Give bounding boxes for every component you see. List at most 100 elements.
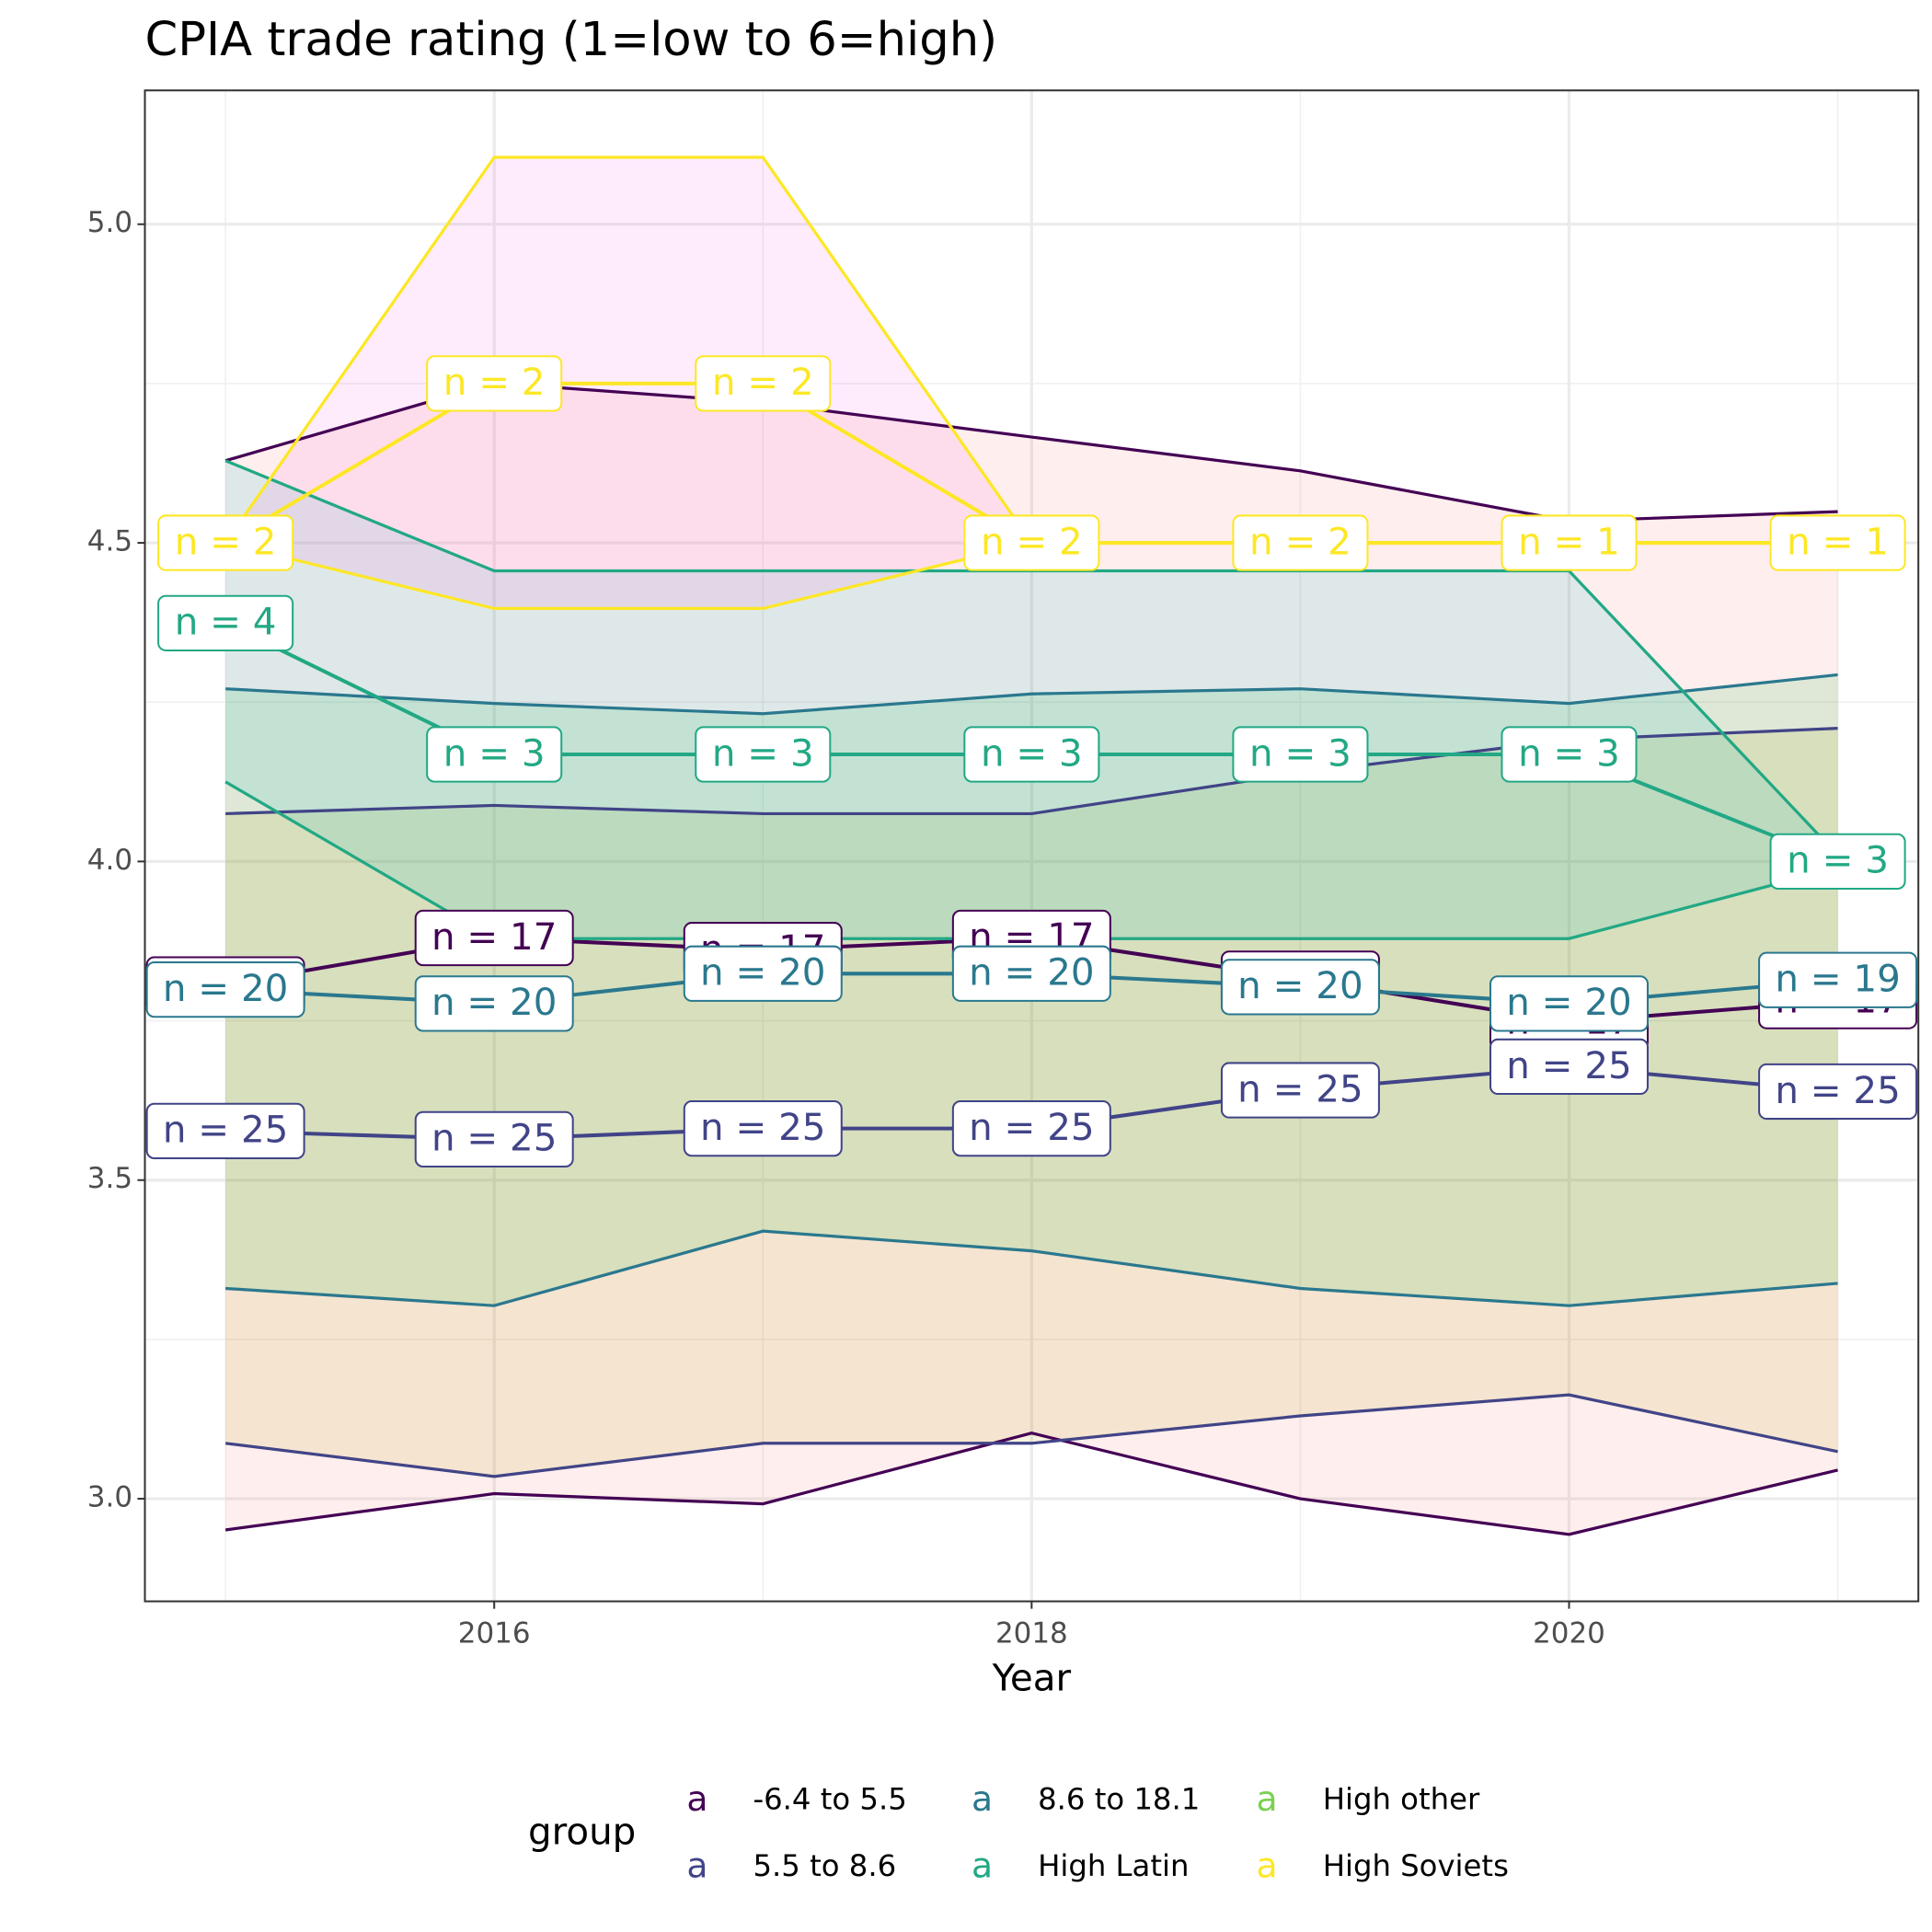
label-text: n = 3 (1518, 731, 1620, 775)
label-box (1758, 951, 1918, 1008)
label-text: n = 20 (700, 951, 825, 995)
legend-key: a (1257, 1778, 1278, 1819)
x-tick-label: 2020 (1533, 1616, 1605, 1650)
band-line (224, 1393, 1838, 1478)
label-text: n = 17 (431, 915, 557, 959)
point-label: n = 17 (414, 909, 574, 967)
label-text: n = 25 (1506, 1044, 1631, 1087)
label-box (414, 975, 574, 1032)
label-box (1769, 833, 1906, 891)
point-label: n = 20 (951, 945, 1111, 1002)
label-text: n = 25 (700, 1106, 825, 1149)
point-label: n = 20 (414, 975, 574, 1032)
point-label: n = 4 (157, 594, 294, 651)
point-label: n = 25 (1220, 1062, 1380, 1119)
label-box (426, 726, 563, 783)
label-text: n = 2 (443, 361, 546, 404)
label-text: n = 20 (431, 981, 557, 1024)
label-box (1489, 1038, 1649, 1096)
label-box (1220, 1062, 1380, 1119)
label-box (1489, 975, 1649, 1032)
label-text: n = 2 (175, 520, 277, 563)
label-text: n = 2 (981, 520, 1083, 563)
point-label: n = 3 (426, 726, 563, 783)
legend-label: 5.5 to 8.6 (753, 1848, 896, 1883)
y-tick-label: 3.0 (87, 1481, 132, 1514)
point-label: n = 1 (1769, 514, 1906, 571)
label-box (1758, 1063, 1918, 1121)
label-text: n = 2 (1249, 520, 1351, 563)
label-text: n = 3 (1787, 839, 1889, 882)
y-tick-label: 4.0 (87, 844, 132, 877)
label-text: n = 25 (969, 1106, 1094, 1149)
legend-key: a (972, 1846, 993, 1886)
point-label: n = 20 (1489, 975, 1649, 1032)
x-tick-label: 2018 (995, 1616, 1068, 1650)
x-tick-label: 2016 (458, 1616, 531, 1650)
label-box (963, 514, 1100, 571)
label-text: n = 20 (163, 967, 288, 1010)
label-box (1232, 726, 1369, 783)
legend-title: group (528, 1811, 636, 1854)
label-box (157, 514, 294, 571)
band-line (224, 1432, 1838, 1536)
point-label: n = 20 (145, 960, 305, 1018)
legend-key: a (686, 1778, 707, 1819)
label-box (157, 594, 294, 651)
plot-border (144, 89, 1920, 1603)
point-label: n = 20 (683, 945, 843, 1002)
legend-label: High other (1323, 1781, 1480, 1816)
legend-key: a (1257, 1846, 1278, 1886)
point-label: n = 3 (1232, 726, 1369, 783)
label-box (683, 945, 843, 1002)
label-text: n = 2 (712, 361, 814, 404)
legend-label: 8.6 to 18.1 (1038, 1781, 1200, 1816)
legend-label: High Soviets (1323, 1848, 1509, 1883)
legend-label: -6.4 to 5.5 (753, 1781, 906, 1816)
label-text: n = 20 (1506, 981, 1631, 1024)
point-label: n = 3 (695, 726, 832, 783)
point-label: n = 20 (1220, 959, 1380, 1016)
point-label: n = 2 (695, 355, 832, 412)
label-box (1220, 959, 1380, 1016)
label-box (683, 1099, 843, 1157)
point-label: n = 2 (963, 514, 1100, 571)
label-text: n = 19 (1775, 958, 1900, 1001)
legend-label: High Latin (1038, 1848, 1189, 1883)
label-text: n = 3 (443, 731, 546, 775)
point-label: n = 3 (1501, 726, 1638, 783)
label-box (426, 355, 563, 412)
label-text: n = 1 (1518, 520, 1620, 563)
label-text: n = 20 (969, 951, 1094, 995)
label-text: n = 3 (712, 731, 814, 775)
label-text: n = 25 (1775, 1069, 1900, 1112)
band-line (225, 1229, 1838, 1307)
label-text: n = 25 (431, 1117, 557, 1160)
point-label: n = 25 (414, 1110, 574, 1168)
label-box (414, 1110, 574, 1168)
point-label: n = 2 (1232, 514, 1369, 571)
label-text: n = 20 (1237, 964, 1363, 1007)
label-box (963, 726, 1100, 783)
point-label: n = 25 (145, 1102, 305, 1160)
point-label: n = 25 (951, 1099, 1111, 1157)
point-label: n = 2 (157, 514, 294, 571)
label-text: n = 25 (1237, 1067, 1363, 1110)
band-line (225, 673, 1838, 716)
legend-key: a (972, 1778, 993, 1819)
y-tick-label: 4.5 (87, 525, 132, 558)
label-box (695, 726, 832, 783)
ribbon (225, 156, 1838, 609)
y-tick-label: 5.0 (87, 206, 132, 239)
label-box (1501, 726, 1638, 783)
legend-key: a (686, 1846, 707, 1886)
label-text: n = 1 (1787, 520, 1889, 563)
chart-title: CPIA trade rating (1=low to 6=high) (145, 13, 998, 67)
label-box (1769, 514, 1906, 571)
ribbon (225, 460, 1838, 939)
label-box (951, 945, 1111, 1002)
point-label: n = 2 (426, 355, 563, 412)
point-label: n = 3 (1769, 833, 1906, 891)
